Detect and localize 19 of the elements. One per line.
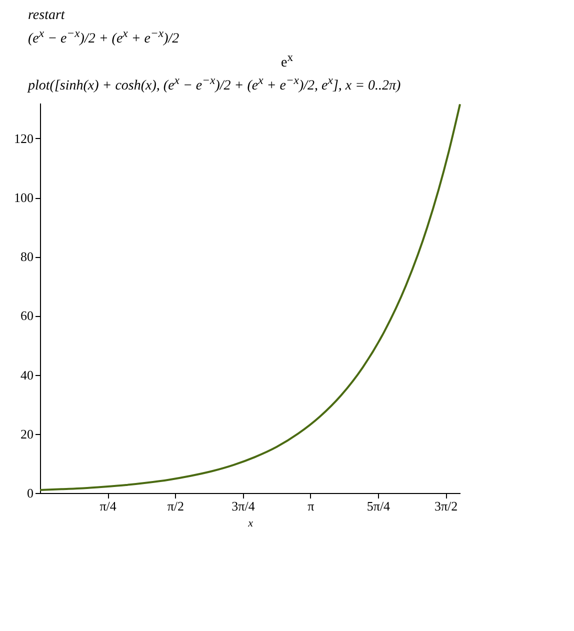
y-tick-label: 80 (20, 249, 34, 264)
y-tick-label: 20 (20, 426, 34, 442)
line-series (39, 103, 461, 492)
x-tick-label: 3π/4 (232, 498, 256, 514)
text: restart (28, 8, 66, 24)
x-tick-label: π/4 (100, 498, 117, 514)
chart-title: plot([sinh(x) + cosh(x), (e$^{x}$ − e$^{−x}$)/2 + (e$^{x}$ + e$^{−x}$)/2, e$^{x}$], x = 0..2π) (28, 74, 401, 94)
y-tick-label: 0 (27, 485, 34, 500)
y-tick-label: 40 (20, 367, 34, 382)
text: e$^{x}$ (280, 50, 294, 72)
x-tick-label: 3π/2 (434, 498, 458, 514)
y-tick-label: 120 (14, 130, 34, 146)
text: (e$^{x}$ − e$^{−x}$)/2 + (e$^{x}$ + e$^{−x}$)/2 (28, 27, 180, 47)
x-tick-label: 5π/4 (366, 498, 391, 514)
x-tick-label: π (308, 498, 315, 514)
x-axis-title: x (247, 517, 254, 530)
y-tick-label: 60 (20, 308, 34, 324)
y-tick-label: 100 (14, 190, 34, 206)
x-tick-label: π/2 (167, 498, 184, 514)
